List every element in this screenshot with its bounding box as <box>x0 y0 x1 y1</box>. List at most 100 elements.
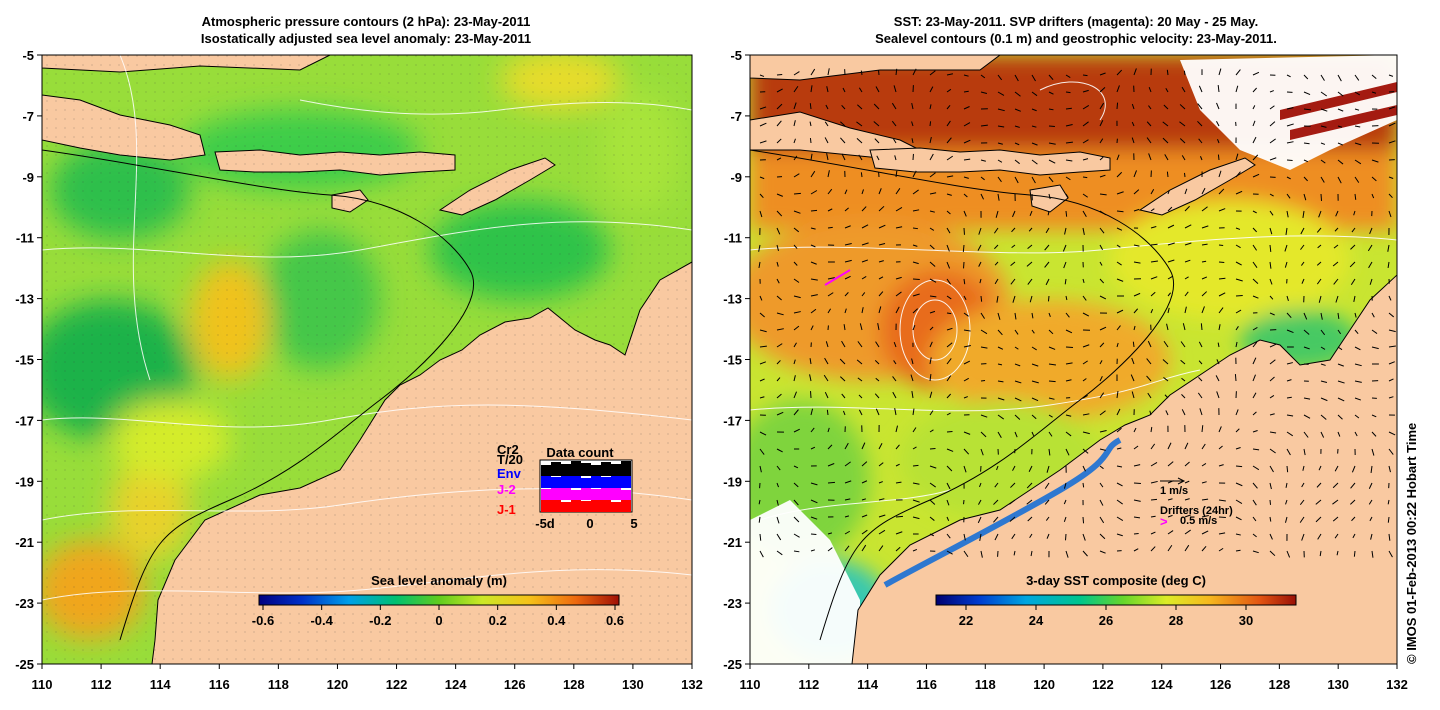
velocity-vector <box>1337 91 1344 97</box>
right-lat-tick-label: -17 <box>723 413 742 428</box>
velocity-vector <box>1163 376 1169 382</box>
velocity-vector <box>1301 533 1305 541</box>
velocity-vector <box>929 373 932 382</box>
left-lat-tick-label: -9 <box>22 170 34 185</box>
velocity-vector <box>1146 137 1152 144</box>
sla-colorbar-tick-label: 0.4 <box>547 613 566 628</box>
inset-bar-segment <box>581 487 591 500</box>
inset-satellite-label: J-1 <box>497 502 516 517</box>
velocity-vector <box>1062 244 1067 252</box>
velocity-vector <box>1388 465 1391 473</box>
velocity-vector <box>963 431 971 435</box>
velocity-vector <box>1301 278 1305 284</box>
velocity-vector <box>980 414 988 418</box>
velocity-vector <box>1235 482 1243 487</box>
velocity-vector <box>1198 138 1203 144</box>
velocity-vector <box>993 499 999 505</box>
velocity-vector <box>1167 275 1174 280</box>
velocity-vector <box>1201 206 1208 212</box>
velocity-vector <box>1235 261 1242 266</box>
velocity-vector <box>1317 533 1322 540</box>
velocity-vector <box>776 244 779 251</box>
velocity-vector <box>895 306 900 314</box>
velocity-vector <box>844 442 849 450</box>
velocity-vector <box>810 170 816 178</box>
velocity-vector <box>1252 105 1256 110</box>
velocity-vector <box>793 325 800 331</box>
velocity-vector <box>1200 323 1203 331</box>
velocity-vector <box>1252 448 1260 451</box>
velocity-vector <box>1388 210 1392 218</box>
velocity-vector <box>963 295 967 301</box>
velocity-vector <box>895 170 898 178</box>
inset-bar-segment <box>621 461 631 476</box>
velocity-vector <box>878 276 884 280</box>
velocity-vector <box>912 244 918 247</box>
velocity-vector <box>861 307 864 314</box>
velocity-vector <box>793 375 796 382</box>
velocity-vector <box>844 207 849 212</box>
velocity-vector <box>823 374 829 382</box>
velocity-vector <box>994 533 999 541</box>
velocity-vector <box>1163 104 1169 110</box>
velocity-vector <box>1065 210 1068 217</box>
velocity-vector <box>856 137 863 144</box>
velocity-vector <box>858 409 863 416</box>
velocity-vector <box>1133 170 1137 178</box>
velocity-vector <box>1011 533 1016 540</box>
velocity-vector <box>1320 380 1328 384</box>
velocity-vector <box>980 329 988 335</box>
velocity-vector <box>895 291 902 297</box>
velocity-vector <box>1269 210 1274 216</box>
right-lat-tick-label: -19 <box>723 474 742 489</box>
velocity-vector <box>842 410 846 416</box>
velocity-vector <box>1167 442 1172 450</box>
velocity-vector <box>893 85 897 93</box>
velocity-vector <box>824 121 829 127</box>
velocity-vector <box>1133 548 1139 552</box>
velocity-vector <box>1252 341 1258 348</box>
velocity-vector <box>827 68 830 76</box>
velocity-vector <box>861 292 866 297</box>
velocity-vector <box>996 295 999 303</box>
velocity-vector <box>1354 91 1361 96</box>
velocity-vector <box>1082 139 1089 144</box>
velocity-vector <box>1388 329 1396 333</box>
velocity-vector <box>861 480 868 484</box>
left-lon-tick-label: 114 <box>150 677 172 692</box>
velocity-vector <box>1027 244 1033 250</box>
velocity-vector <box>1284 244 1288 252</box>
inset-bar-segment <box>591 475 601 488</box>
velocity-vector <box>912 408 915 416</box>
sla-colorbar <box>258 594 620 606</box>
velocity-vector <box>1063 261 1067 269</box>
velocity-vector <box>1336 550 1339 556</box>
velocity-vector <box>1026 499 1033 505</box>
velocity-vector <box>997 193 1000 201</box>
velocity-vector <box>1150 426 1153 433</box>
sst-colorbar-tick-label: 22 <box>959 613 973 628</box>
velocity-vector <box>1099 138 1104 144</box>
velocity-vector <box>1048 329 1054 335</box>
velocity-vector <box>827 292 834 297</box>
velocity-vector <box>1218 464 1224 467</box>
sst-colorbar-tick-label: 26 <box>1099 613 1113 628</box>
velocity-vector <box>1184 514 1191 518</box>
inset-bar-segment <box>591 498 601 512</box>
velocity-vector <box>1063 499 1067 505</box>
velocity-vector <box>1014 363 1021 367</box>
inset-bar-segment <box>551 500 561 512</box>
velocity-vector <box>1337 142 1344 146</box>
velocity-vector <box>1252 87 1258 93</box>
velocity-vector <box>1354 176 1360 183</box>
velocity-vector <box>841 340 846 348</box>
velocity-vector <box>1235 190 1243 195</box>
velocity-vector <box>1388 550 1393 558</box>
velocity-vector <box>929 261 936 267</box>
velocity-vector <box>861 442 866 450</box>
velocity-vector <box>1014 397 1022 402</box>
velocity-vector <box>1082 312 1090 317</box>
velocity-vector <box>1184 205 1190 212</box>
velocity-vector <box>875 86 880 93</box>
velocity-vector <box>1388 533 1391 541</box>
